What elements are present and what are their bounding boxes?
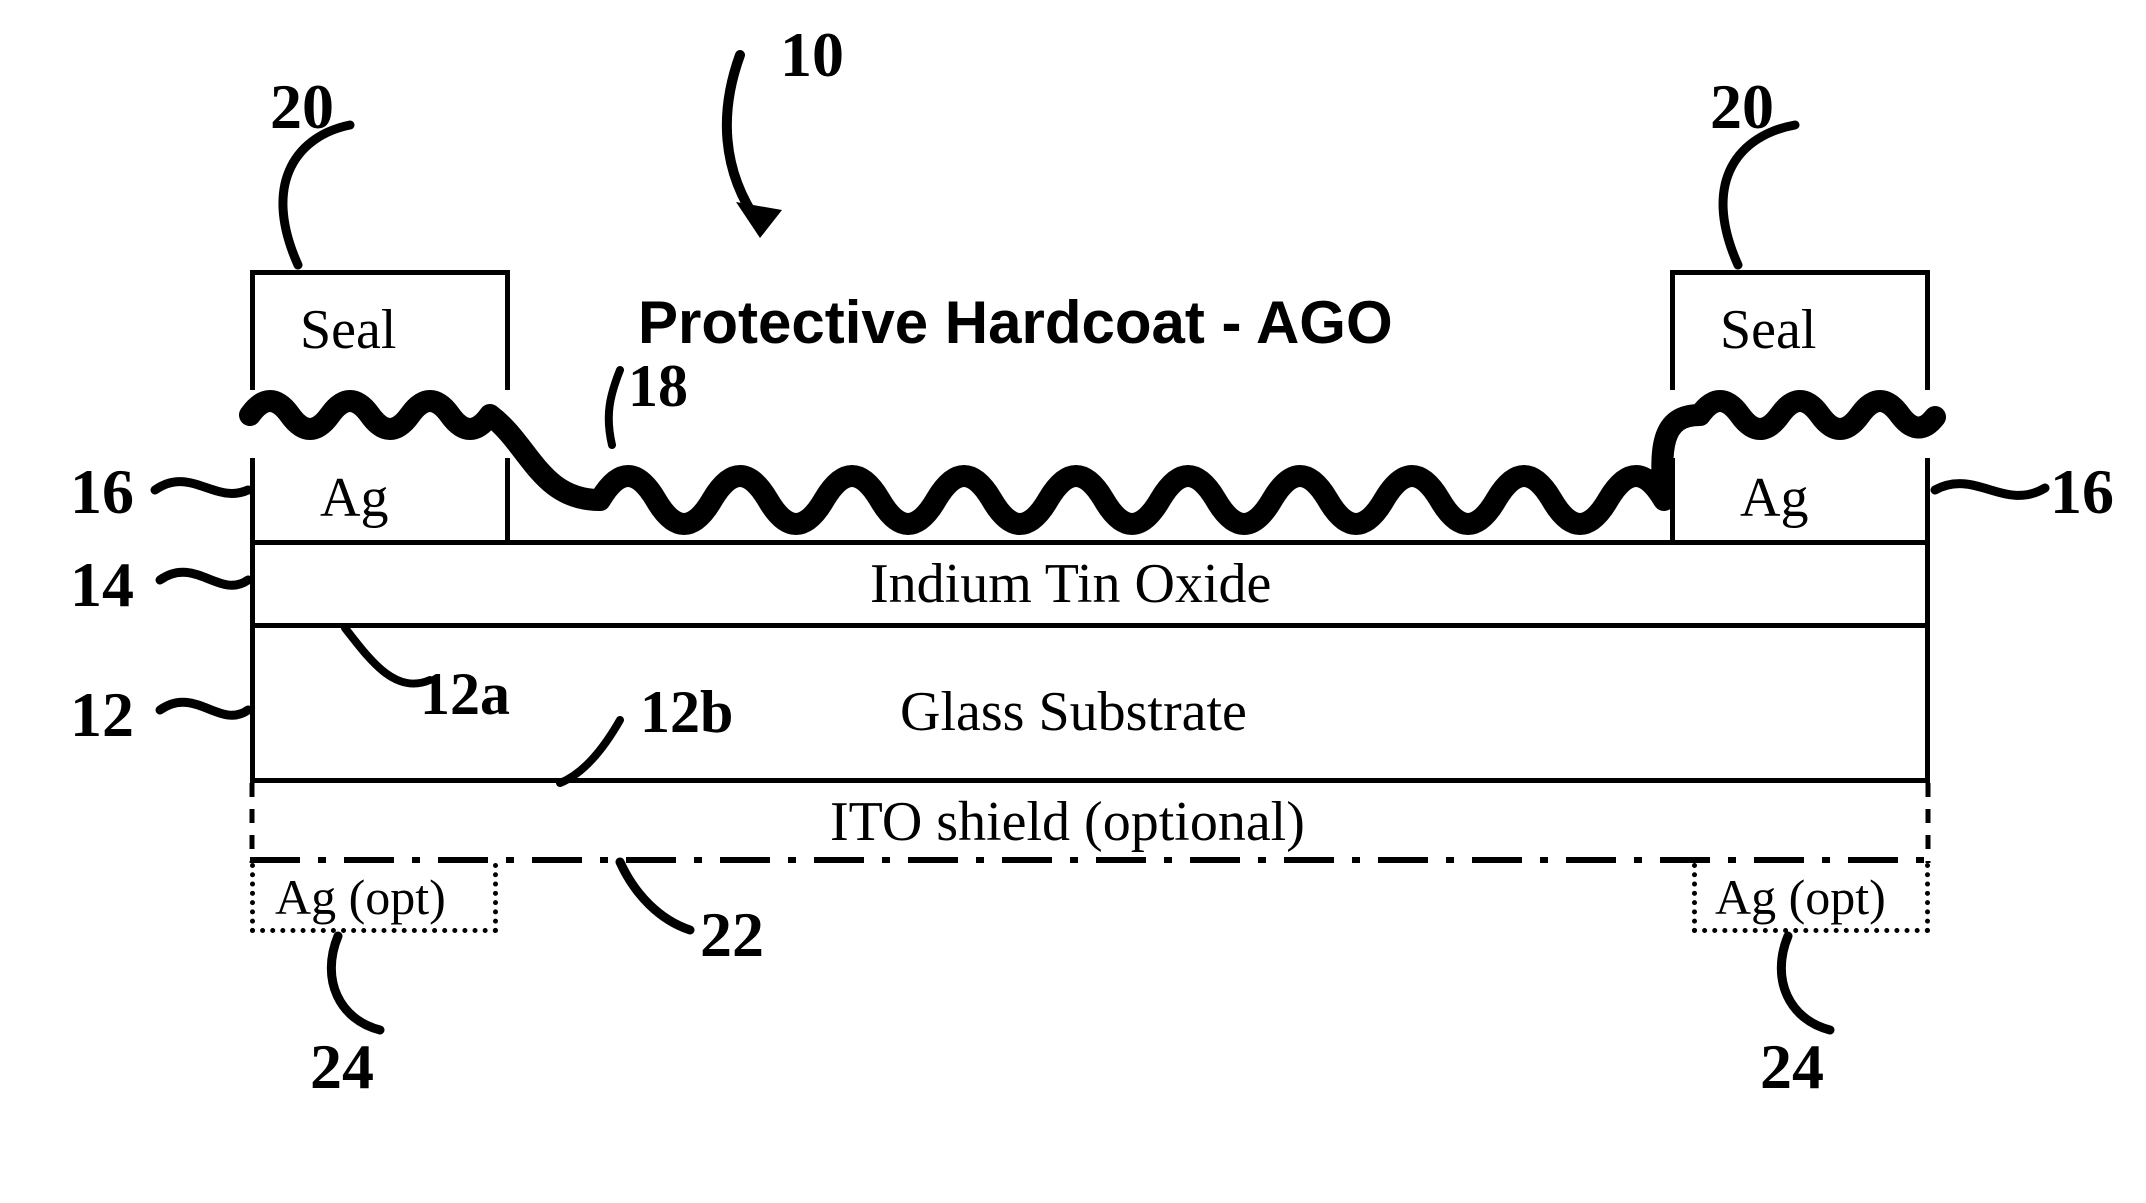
ito-label: Indium Tin Oxide (870, 552, 1271, 616)
ag-right-label: Ag (1740, 466, 1808, 530)
ag-opt-right-label: Ag (opt) (1715, 868, 1886, 926)
ref-14: 14 (70, 548, 134, 622)
ref-12a: 12a (420, 660, 510, 729)
ag-left-label: Ag (320, 466, 388, 530)
ref-12b: 12b (640, 678, 733, 747)
ag-opt-left-label: Ag (opt) (275, 868, 446, 926)
seal-right-label: Seal (1720, 298, 1816, 362)
ref-20-left: 20 (270, 70, 334, 144)
ref-18: 18 (628, 352, 688, 421)
ref-20-right: 20 (1710, 70, 1774, 144)
glass-label: Glass Substrate (900, 680, 1247, 744)
diagram-stage: Seal Seal Protective Hardcoat - AGO Ag A… (0, 0, 2146, 1203)
ref-22: 22 (700, 898, 764, 972)
ref-24-right: 24 (1760, 1030, 1824, 1104)
shield-label: ITO shield (optional) (830, 790, 1305, 854)
hardcoat-title: Protective Hardcoat - AGO (638, 288, 1393, 357)
ref-12: 12 (70, 678, 134, 752)
seal-left-label: Seal (300, 298, 396, 362)
ref-10: 10 (780, 18, 844, 92)
ref-16-right: 16 (2050, 455, 2114, 529)
ref-16-left: 16 (70, 455, 134, 529)
ref-24-left: 24 (310, 1030, 374, 1104)
